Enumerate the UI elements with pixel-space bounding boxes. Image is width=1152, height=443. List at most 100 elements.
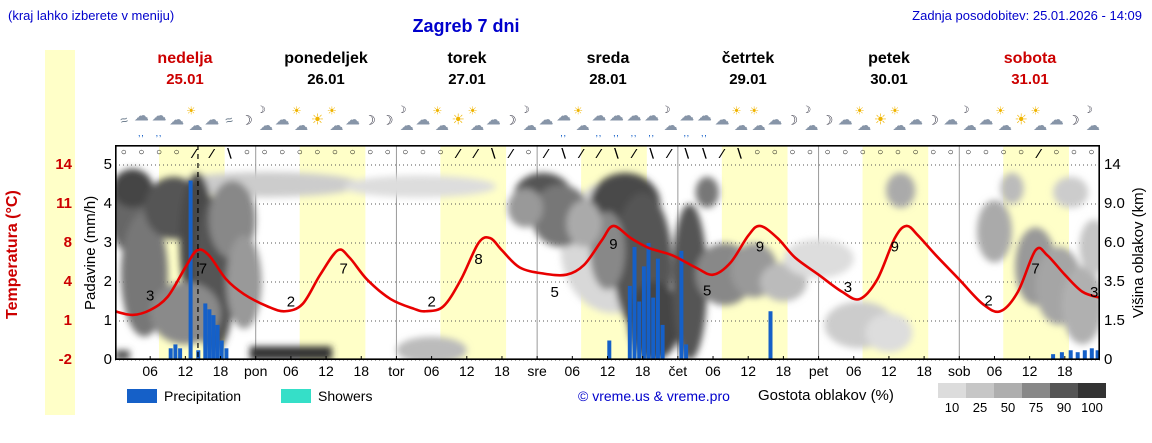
rain-cloud-icon: ☁ xyxy=(556,107,572,125)
sun-icon: ☀ xyxy=(326,105,337,118)
svg-text:2: 2 xyxy=(287,294,295,311)
svg-text:3: 3 xyxy=(146,287,154,304)
raindrops-icon: ‚‚ xyxy=(595,128,603,140)
weather-icon-slot: ☁ ‚‚ xyxy=(590,98,608,142)
wind-symbol-row: ○ ○ ○ ○ ∕ ∕ ∖ ○ ○ ○ ○ ○ ○ ○ ○ ○ ○ ○ ○ ∕ ∕ ∖ ∕ ○ ∕ ∖ ∕ ∕ ∖ ∕ ∖ ∕ ∖ ∖ ∕ ∖ ○ ○ ○ ○… xyxy=(115,145,1100,161)
weather-icon-slot: ☁ xyxy=(907,98,925,142)
weather-icon-slot: ☽ ☁ xyxy=(397,98,415,142)
calm-wind-icon: ○ xyxy=(314,147,321,158)
temp-tick: 4 xyxy=(63,273,72,290)
precip-tick: 2 xyxy=(103,273,112,290)
day-date-3: 28.01 xyxy=(589,71,627,88)
cloud-density-swatch xyxy=(994,383,1022,398)
raindrops-icon: ‚‚ xyxy=(560,128,567,140)
svg-text:3: 3 xyxy=(844,279,852,296)
weather-icon-slot: ☁ xyxy=(942,98,960,142)
raindrops-icon: ‚‚ xyxy=(138,128,145,140)
moon-icon: ☽ xyxy=(1068,112,1080,128)
weather-icon-slot: ☁ ‚‚ xyxy=(643,98,661,142)
calm-wind-icon: ○ xyxy=(1053,147,1060,158)
cloud-icon: ☁ xyxy=(522,117,537,134)
calm-wind-icon: ○ xyxy=(877,147,884,158)
sun-icon: ☀ xyxy=(889,105,900,118)
day-name-3: sreda xyxy=(586,50,630,67)
calm-wind-icon: ○ xyxy=(296,147,303,158)
wind-barb-icon: ∕ xyxy=(474,145,477,161)
calm-wind-icon: ○ xyxy=(754,147,761,158)
weather-icon-slot: ☀ xyxy=(309,98,327,142)
cloud-icon: ☁ xyxy=(470,117,485,134)
cloud-density-scale-value: 10 xyxy=(944,400,960,415)
sun-icon: ☀ xyxy=(1014,111,1028,129)
wind-icon: ≈ xyxy=(223,111,235,129)
time-tick-label: 18 xyxy=(1057,363,1073,379)
day-date-5: 30.01 xyxy=(870,71,908,88)
time-tick-label: pon xyxy=(244,363,268,379)
calm-wind-icon: ○ xyxy=(261,147,268,158)
calm-wind-icon: ○ xyxy=(930,147,937,158)
moon-icon: ☽ xyxy=(397,105,407,117)
credit-link[interactable]: © vreme.us & vreme.pro xyxy=(578,388,730,404)
calm-wind-icon: ○ xyxy=(138,147,145,158)
cloud-density-swatch xyxy=(966,383,994,398)
raindrops-icon: ‚‚ xyxy=(683,128,691,140)
calm-wind-icon: ○ xyxy=(982,147,989,158)
wind-barb-icon: ∕ xyxy=(720,145,724,161)
calm-wind-icon: ○ xyxy=(859,147,866,158)
sun-icon: ☀ xyxy=(310,111,325,129)
cloud-density-scale xyxy=(938,383,1106,398)
cloud-tick: 6.0 xyxy=(1104,234,1125,251)
sun-icon: ☀ xyxy=(291,105,302,118)
calm-wind-icon: ○ xyxy=(824,147,831,158)
calm-wind-icon: ○ xyxy=(1000,147,1007,158)
cloud-icon: ☁ xyxy=(943,111,959,129)
moon-icon: ☽ xyxy=(786,112,799,128)
calm-wind-icon: ○ xyxy=(1018,147,1025,158)
cloud-icon: ☁ xyxy=(733,117,748,134)
svg-text:7: 7 xyxy=(1031,261,1039,278)
cloud-density-swatch xyxy=(938,383,966,398)
weather-icon-slot: ☀ ☁ xyxy=(731,98,749,142)
weather-icon-slot: ☁ ‚‚ xyxy=(625,98,643,142)
weather-icon-slot: ☁ xyxy=(273,98,291,142)
raindrops-icon: ‚‚ xyxy=(613,128,620,140)
wind-barb-icon: ∕ xyxy=(509,145,512,161)
cloud-tick: 9.0 xyxy=(1104,195,1125,212)
day-name-0: nedelja xyxy=(157,50,213,67)
svg-text:7: 7 xyxy=(339,261,347,278)
cloud-blobs xyxy=(115,168,1100,360)
cloud-density-scale-labels: 10 25 50 75 90 100 xyxy=(938,400,1106,415)
cloud-icon: ☁ xyxy=(274,111,290,129)
time-tick-label: 18 xyxy=(494,363,510,379)
wind-barb-icon: ∕ xyxy=(632,145,636,161)
time-tick-label: 18 xyxy=(916,363,932,379)
weather-icon-slot: ☀ ☁ xyxy=(432,98,450,142)
calm-wind-icon: ○ xyxy=(331,147,338,158)
calm-wind-icon: ○ xyxy=(965,147,972,158)
day-date-0: 25.01 xyxy=(166,71,204,88)
weather-icon-slot: ☁ xyxy=(168,98,186,142)
calm-wind-icon: ○ xyxy=(120,147,127,158)
sun-icon: ☀ xyxy=(873,111,888,129)
cloud-icon: ☁ xyxy=(485,111,501,129)
time-tick-label: 18 xyxy=(775,363,792,379)
time-tick-label: tor xyxy=(388,363,405,379)
moon-icon: ☽ xyxy=(505,112,517,128)
temp-tick: 14 xyxy=(55,156,72,173)
cloud-tick: 3.5 xyxy=(1104,273,1125,290)
time-tick-label: 06 xyxy=(986,363,1003,379)
weather-icon-slot: ☀ xyxy=(1012,98,1030,142)
weather-icon-slot: ☀ ☁ xyxy=(995,98,1013,142)
sun-icon: ☀ xyxy=(467,105,478,118)
time-tick-label: sob xyxy=(947,363,971,379)
cloud-icon: ☁ xyxy=(767,111,783,129)
wind-barb-icon: ∕ xyxy=(456,145,460,161)
weather-icon-slot: ☀ ☁ xyxy=(854,98,872,142)
time-tick-label: 12 xyxy=(881,363,897,379)
moon-icon: ☽ xyxy=(241,112,253,128)
cloud-icon: ☁ xyxy=(169,111,185,129)
wind-barb-icon: ∕ xyxy=(210,145,213,161)
weather-icon-slot: ☁ ‚‚ xyxy=(133,98,151,142)
wind-barb-icon: ∖ xyxy=(735,145,745,161)
weather-icon-slot: ☀ ☁ xyxy=(291,98,309,142)
